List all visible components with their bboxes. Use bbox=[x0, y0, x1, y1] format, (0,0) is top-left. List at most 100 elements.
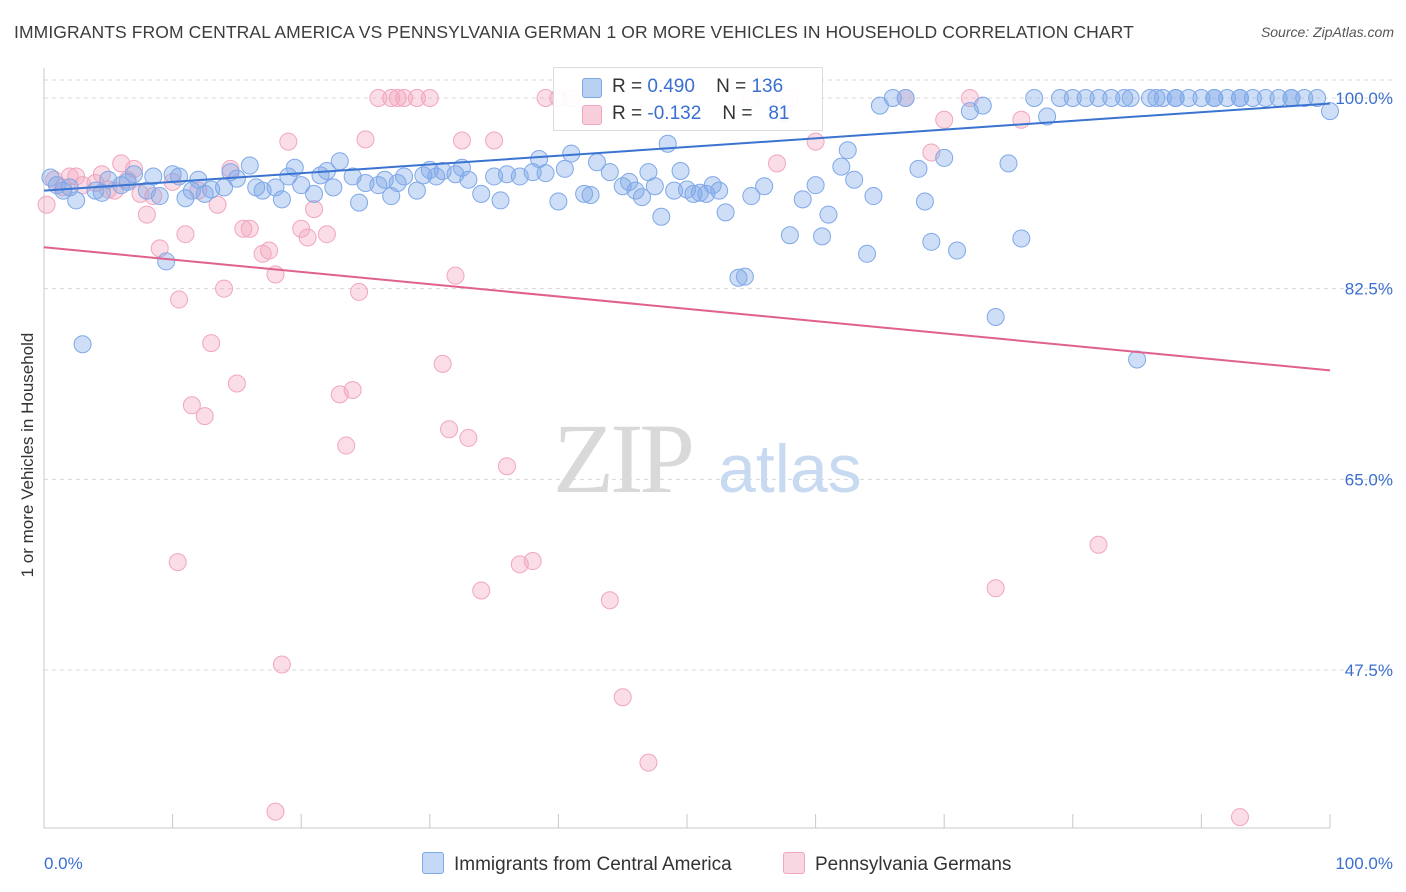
point-central-america bbox=[973, 96, 992, 115]
point-pennsylvania-german bbox=[305, 200, 324, 219]
point-central-america bbox=[292, 176, 311, 195]
point-central-america bbox=[1295, 89, 1314, 107]
point-pennsylvania-german bbox=[485, 131, 504, 150]
point-pennsylvania-german bbox=[440, 420, 459, 439]
legend-swatch-pink bbox=[783, 852, 805, 874]
point-pennsylvania-german bbox=[395, 89, 414, 107]
trend-line-pennsylvania-german bbox=[43, 246, 1331, 372]
source-credit: Source: ZipAtlas.com bbox=[1260, 24, 1394, 40]
point-pennsylvania-german bbox=[497, 457, 516, 476]
point-central-america bbox=[1147, 89, 1166, 107]
point-pennsylvania-german bbox=[388, 89, 407, 107]
point-central-america bbox=[1308, 89, 1327, 107]
point-pennsylvania-german bbox=[182, 396, 201, 415]
point-pennsylvania-german bbox=[639, 753, 658, 772]
point-pennsylvania-german bbox=[240, 219, 259, 238]
point-pennsylvania-german bbox=[176, 225, 195, 244]
point-central-america bbox=[845, 170, 864, 189]
point-central-america bbox=[832, 157, 851, 176]
point-pennsylvania-german bbox=[272, 655, 291, 674]
point-central-america bbox=[1321, 102, 1339, 121]
swatch-blue bbox=[582, 78, 602, 98]
point-central-america bbox=[176, 189, 195, 208]
point-central-america bbox=[1140, 89, 1159, 107]
point-central-america bbox=[1128, 350, 1147, 369]
point-central-america bbox=[1076, 89, 1095, 107]
point-central-america bbox=[948, 241, 967, 260]
point-pennsylvania-german bbox=[420, 89, 439, 107]
x-tick-label: 100.0% bbox=[1335, 854, 1393, 873]
point-central-america bbox=[125, 165, 144, 184]
point-pennsylvania-german bbox=[433, 354, 452, 373]
point-central-america bbox=[1038, 107, 1057, 126]
y-tick-label: 100.0% bbox=[1335, 89, 1393, 108]
point-central-america bbox=[986, 307, 1005, 326]
point-central-america bbox=[1282, 89, 1301, 107]
r-label: R = bbox=[612, 103, 643, 124]
point-central-america bbox=[632, 188, 651, 207]
point-central-america bbox=[922, 232, 941, 251]
tick-labels: 47.5% 65.0% 82.5% 100.0% 0.0% 100.0% bbox=[44, 89, 1393, 873]
point-pennsylvania-german bbox=[195, 407, 214, 426]
chart-title: IMMIGRANTS FROM CENTRAL AMERICA VS PENNS… bbox=[14, 22, 1134, 42]
point-central-america bbox=[645, 177, 664, 196]
point-pennsylvania-german bbox=[227, 374, 246, 393]
point-pennsylvania-german bbox=[986, 579, 1005, 598]
point-central-america bbox=[350, 193, 369, 212]
point-pennsylvania-german bbox=[343, 380, 362, 399]
point-central-america bbox=[382, 187, 401, 206]
point-central-america bbox=[806, 176, 825, 195]
point-central-america bbox=[73, 335, 92, 354]
point-central-america bbox=[67, 191, 86, 210]
point-central-america bbox=[1153, 89, 1172, 107]
point-pennsylvania-german bbox=[806, 132, 825, 151]
n-value: 81 bbox=[768, 103, 790, 124]
point-pennsylvania-german bbox=[446, 266, 465, 285]
point-central-america bbox=[1192, 89, 1211, 107]
point-central-america bbox=[41, 168, 60, 187]
point-pennsylvania-german bbox=[768, 154, 787, 173]
point-pennsylvania-german bbox=[600, 591, 619, 610]
point-central-america bbox=[909, 159, 928, 178]
point-central-america bbox=[883, 89, 902, 107]
point-central-america bbox=[626, 181, 645, 200]
y-tick-label: 82.5% bbox=[1345, 280, 1393, 299]
y-tick-label: 65.0% bbox=[1345, 470, 1393, 489]
point-central-america bbox=[665, 181, 684, 200]
point-central-america bbox=[1205, 89, 1224, 107]
point-pennsylvania-german bbox=[215, 279, 234, 298]
point-central-america bbox=[324, 178, 343, 197]
point-central-america bbox=[221, 163, 240, 182]
point-pennsylvania-german bbox=[279, 132, 298, 151]
n-value: 136 bbox=[751, 76, 784, 97]
point-pennsylvania-german bbox=[168, 553, 187, 572]
point-pennsylvania-german bbox=[125, 159, 144, 178]
point-pennsylvania-german bbox=[1230, 808, 1249, 827]
point-pennsylvania-german bbox=[298, 228, 317, 247]
point-central-america bbox=[1012, 229, 1031, 248]
point-pennsylvania-german bbox=[613, 688, 632, 707]
point-pennsylvania-german bbox=[266, 802, 285, 821]
point-central-america bbox=[1166, 89, 1185, 107]
point-central-america bbox=[305, 184, 324, 203]
point-central-america bbox=[671, 161, 690, 180]
y-axis-label: 1 or more Vehicles in Household bbox=[18, 332, 37, 578]
point-central-america bbox=[491, 191, 510, 210]
point-central-america bbox=[915, 192, 934, 211]
point-central-america bbox=[459, 170, 478, 189]
point-central-america bbox=[1218, 89, 1237, 107]
point-pennsylvania-german bbox=[37, 195, 56, 214]
point-central-america bbox=[858, 244, 877, 263]
y-tick-label: 47.5% bbox=[1345, 661, 1393, 680]
point-central-america bbox=[523, 163, 542, 182]
point-pennsylvania-german bbox=[407, 89, 426, 107]
watermark: ZIP atlas bbox=[553, 403, 862, 514]
point-central-america bbox=[555, 159, 574, 178]
point-central-america bbox=[1230, 89, 1249, 107]
point-central-america bbox=[395, 167, 414, 186]
legend-label: Pennsylvania Germans bbox=[815, 854, 1012, 875]
point-pennsylvania-german bbox=[137, 205, 156, 224]
point-central-america bbox=[735, 267, 754, 286]
r-value: -0.132 bbox=[647, 103, 702, 124]
